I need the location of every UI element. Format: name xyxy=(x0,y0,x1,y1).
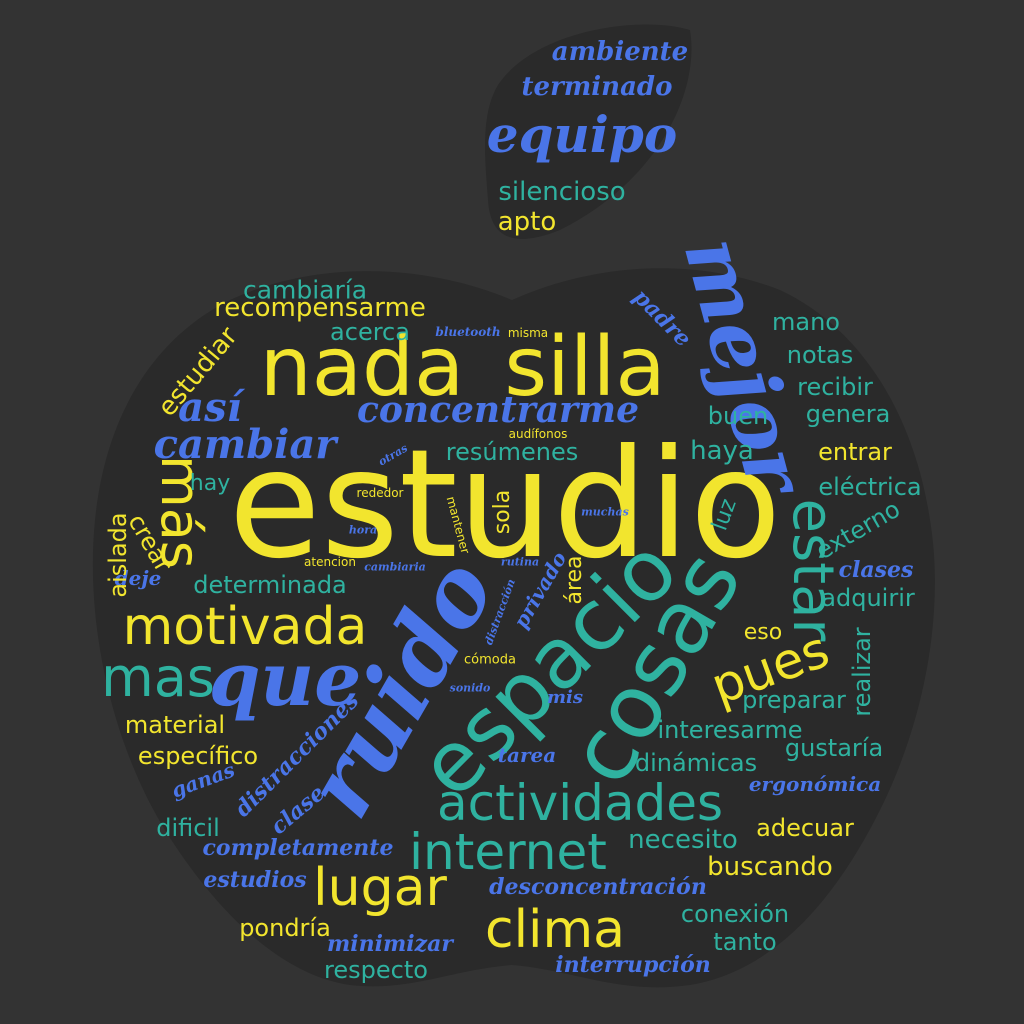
word-cambiaria-2: cambiaria xyxy=(364,560,426,574)
word-entrar: entrar xyxy=(818,438,892,466)
word-audifonos: audífonos xyxy=(508,427,568,441)
word-necesito: necesito xyxy=(628,825,738,855)
word-hay: hay xyxy=(189,471,231,496)
word-misma: misma xyxy=(507,326,549,340)
word-electrica: eléctrica xyxy=(818,473,922,501)
word-preparar: preparar xyxy=(742,686,846,714)
word-ergonomica: ergonómica xyxy=(748,772,882,796)
word-silla: silla xyxy=(504,320,666,415)
word-especifico: específico xyxy=(137,742,259,770)
word-tanto: tanto xyxy=(713,928,777,956)
word-cambiar: cambiar xyxy=(153,421,337,468)
word-terminado: terminado xyxy=(521,72,673,102)
word-completamente: completamente xyxy=(202,835,394,861)
word-pondria: pondría xyxy=(239,914,331,942)
word-conexion: conexión xyxy=(680,900,790,928)
word-determinada: determinada xyxy=(193,571,347,599)
word-apto: apto xyxy=(497,207,557,237)
word-rededor: rededor xyxy=(356,486,404,500)
word-motivada: motivada xyxy=(122,597,368,657)
word-estudios: estudios xyxy=(203,867,307,893)
word-lugar: lugar xyxy=(313,858,447,918)
word-recibir: recibir xyxy=(797,373,873,401)
word-dinamicas: dinámicas xyxy=(634,749,758,777)
word-deje: deje xyxy=(114,566,162,590)
word-que: que xyxy=(208,637,362,723)
word-gustaria: gustaría xyxy=(784,734,884,762)
word-clima: clima xyxy=(484,900,626,960)
word-adquirir: adquirir xyxy=(821,584,915,612)
word-hora: hora xyxy=(348,523,378,537)
word-internet: internet xyxy=(409,823,607,881)
word-dificil: dificil xyxy=(156,814,220,842)
word-genera: genera xyxy=(805,400,891,428)
word-concentrarme: concentrarme xyxy=(357,389,639,431)
word-mas: mas xyxy=(101,646,215,709)
word-nada: nada xyxy=(259,320,465,415)
word-buscando: buscando xyxy=(707,852,833,882)
word-material: material xyxy=(124,711,226,739)
apple-body xyxy=(92,268,935,988)
word-interesarme: interesarme xyxy=(657,716,803,744)
word-estar: estar xyxy=(780,498,845,642)
word-cambiaria-1: cambiaría xyxy=(242,275,368,305)
word-ambiente: ambiente xyxy=(551,37,689,67)
word-tarea: tarea xyxy=(497,743,557,767)
word-rutina: rutina xyxy=(500,555,540,569)
word-sonido: sonido xyxy=(449,681,491,695)
word-interrupcion: interrupción xyxy=(555,952,711,978)
word-estudio: estudio xyxy=(228,418,782,592)
word-actividades: actividades xyxy=(436,774,724,832)
word-bluetooth: bluetooth xyxy=(435,325,501,339)
word-minimizar: minimizar xyxy=(327,931,453,957)
word-equipo: equipo xyxy=(486,105,678,164)
word-area: área xyxy=(562,555,587,605)
word-asi: así xyxy=(178,384,242,431)
word-notas: notas xyxy=(786,341,854,369)
word-atencion: atencion xyxy=(304,555,356,569)
word-buen: buen xyxy=(707,402,769,430)
word-comoda: cómoda xyxy=(464,652,516,668)
word-mano: mano xyxy=(772,308,840,336)
word-mis: mis xyxy=(546,687,584,708)
word-clases: clases xyxy=(838,557,914,583)
word-haya: haya xyxy=(690,436,754,466)
word-resumenes: resúmenes xyxy=(445,438,579,466)
word-realizar: realizar xyxy=(848,627,876,717)
word-acerca: acerca xyxy=(330,318,410,346)
word-respecto: respecto xyxy=(324,956,428,984)
apple-leaf xyxy=(485,24,692,239)
word-sola: sola xyxy=(490,489,515,535)
word-eso: eso xyxy=(743,620,783,645)
word-adecuar: adecuar xyxy=(756,814,854,842)
word-desconcentracion: desconcentración xyxy=(489,874,707,900)
word-silencioso: silencioso xyxy=(498,177,626,207)
word-recompensarme: recompensarme xyxy=(214,293,426,323)
word-muchas: muchas xyxy=(581,505,629,519)
